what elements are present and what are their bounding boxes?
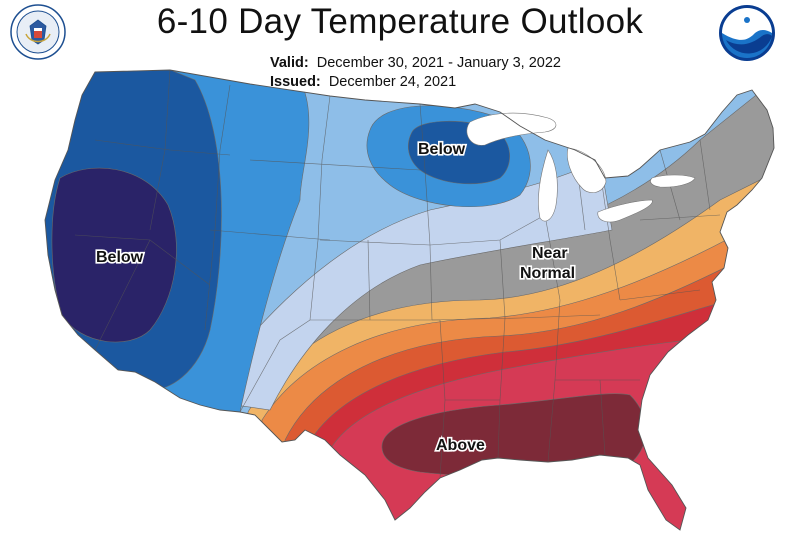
noaa-logo-icon — [719, 5, 775, 61]
page-title: 6-10 Day Temperature Outlook — [156, 2, 644, 41]
lake-superior — [466, 112, 557, 146]
valid-row: Valid: December 30, 2021 - January 3, 20… — [270, 54, 561, 73]
valid-label: Valid: — [270, 55, 309, 71]
outlook-metadata: Valid: December 30, 2021 - January 3, 20… — [270, 54, 561, 92]
below-deep-contour — [51, 167, 177, 343]
state-borders — [74, 70, 721, 479]
issued-date: December 24, 2021 — [328, 74, 457, 90]
near-normal-label-line2: Normal — [520, 265, 575, 282]
north-below-label: Below — [418, 141, 466, 158]
issued-label: Issued: — [270, 74, 321, 90]
west-below-label: Below — [96, 249, 144, 266]
department-of-commerce-seal-icon — [10, 4, 66, 60]
south-above-label: Above — [436, 437, 485, 454]
lake-michigan — [538, 149, 558, 222]
valid-dates: December 30, 2021 - January 3, 2022 — [316, 55, 561, 71]
issued-row: Issued: December 24, 2021 — [270, 73, 561, 92]
near-normal-label-line1: Near — [532, 245, 568, 262]
lake-erie — [597, 199, 653, 223]
lake-ontario — [650, 174, 696, 188]
great-lakes — [466, 112, 696, 223]
